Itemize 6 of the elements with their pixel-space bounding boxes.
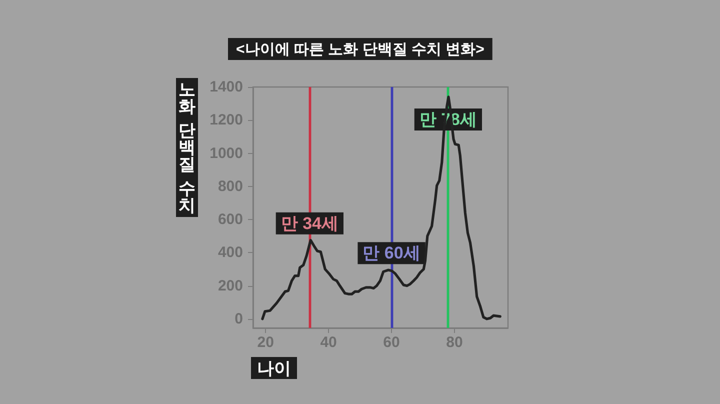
line-series: [261, 96, 502, 320]
ref-line-label: 만 34세: [280, 214, 338, 233]
y-axis-title: 노화 단백질 수치: [178, 80, 196, 215]
chart-title: <나이에 따른 노화 단백질 수치 변화>: [236, 41, 485, 58]
ref-line-label: 만 60세: [362, 244, 420, 263]
x-axis-title: 나이: [257, 359, 291, 378]
